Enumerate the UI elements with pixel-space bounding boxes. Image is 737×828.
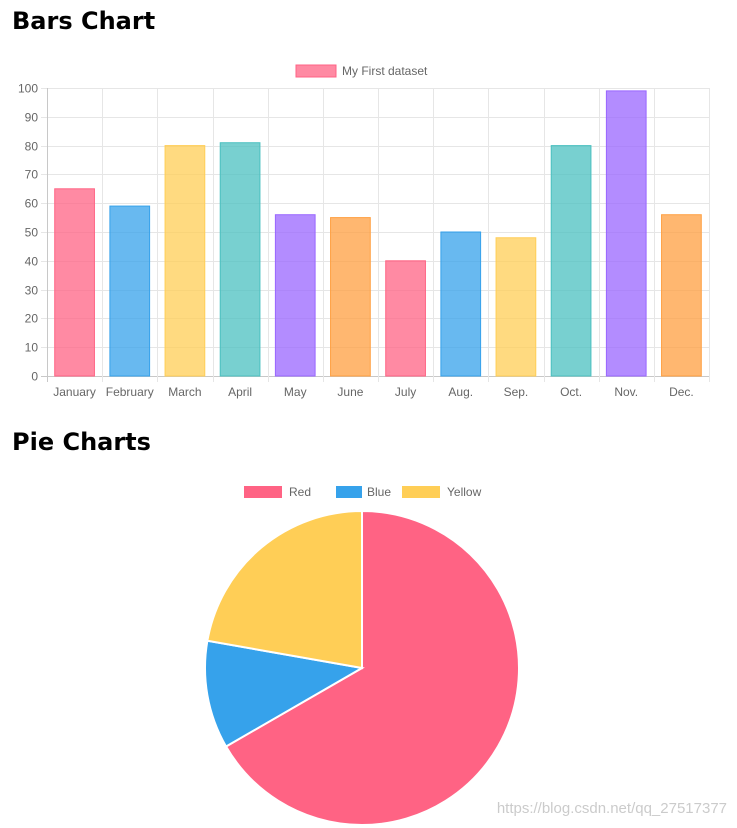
- bar-july[interactable]: [385, 260, 426, 377]
- y-tick-label: 40: [25, 255, 39, 269]
- pie-slice-yellow[interactable]: [206, 509, 363, 670]
- bar-oct[interactable]: [550, 145, 592, 377]
- x-tick-label: March: [168, 385, 201, 399]
- legend-label: My First dataset: [342, 64, 428, 78]
- y-tick-label: 60: [25, 197, 39, 211]
- y-tick-label: 80: [25, 140, 39, 154]
- y-tick-label: 70: [25, 168, 39, 182]
- legend-label: Yellow: [447, 485, 482, 499]
- pie-slice-blue[interactable]: [204, 639, 365, 748]
- bar-chart: 0 10 20 30 40 50 60 70 80 90 100 January February Mar…: [18, 64, 710, 399]
- legend-item-blue[interactable]: Blue: [336, 485, 391, 499]
- bar-dec[interactable]: [661, 214, 702, 377]
- bar-aug[interactable]: [440, 231, 482, 377]
- x-tick-label: February: [106, 385, 154, 399]
- x-tick-label: June: [337, 385, 363, 399]
- legend-swatch: [244, 486, 282, 498]
- bar-june[interactable]: [330, 217, 371, 377]
- x-tick-label: Dec.: [669, 385, 694, 399]
- legend-swatch: [402, 486, 440, 498]
- bar-sep[interactable]: [495, 237, 537, 377]
- pie-charts-heading: Pie Charts: [12, 428, 151, 456]
- legend-swatch: [336, 486, 362, 498]
- bar-may[interactable]: [274, 214, 316, 377]
- bar-april[interactable]: [219, 142, 261, 377]
- bar-march[interactable]: [164, 145, 206, 377]
- x-tick-label: Aug.: [448, 385, 473, 399]
- bars-chart-heading: Bars Chart: [12, 7, 156, 35]
- bar-nov[interactable]: [605, 90, 647, 377]
- legend-label: Blue: [367, 485, 391, 499]
- bar-legend[interactable]: My First dataset: [295, 64, 428, 78]
- y-tick-label: 30: [25, 284, 39, 298]
- x-tick-label: April: [228, 385, 252, 399]
- bar-february[interactable]: [109, 205, 151, 377]
- x-tick-label: July: [395, 385, 416, 399]
- y-tick-label: 90: [25, 111, 39, 125]
- y-tick-label: 0: [31, 370, 38, 384]
- watermark-text: https://blog.csdn.net/qq_27517377: [496, 800, 727, 817]
- legend-swatch: [295, 64, 337, 78]
- pie-slice-red[interactable]: [224, 509, 520, 826]
- y-tick-label: 50: [25, 226, 39, 240]
- x-tick-label: Sep.: [504, 385, 529, 399]
- bar-january[interactable]: [54, 188, 95, 377]
- y-tick-label: 10: [25, 341, 39, 355]
- legend-item-red[interactable]: Red: [244, 485, 311, 499]
- y-tick-label: 20: [25, 312, 39, 326]
- x-tick-label: Nov.: [614, 385, 638, 399]
- x-tick-label: May: [284, 385, 307, 399]
- pie-legend[interactable]: Red Blue Yellow: [244, 485, 482, 499]
- legend-label: Red: [289, 485, 311, 499]
- x-tick-label: Oct.: [560, 385, 582, 399]
- x-tick-label: January: [53, 385, 96, 399]
- y-tick-label: 100: [18, 82, 38, 96]
- legend-item-yellow[interactable]: Yellow: [402, 485, 482, 499]
